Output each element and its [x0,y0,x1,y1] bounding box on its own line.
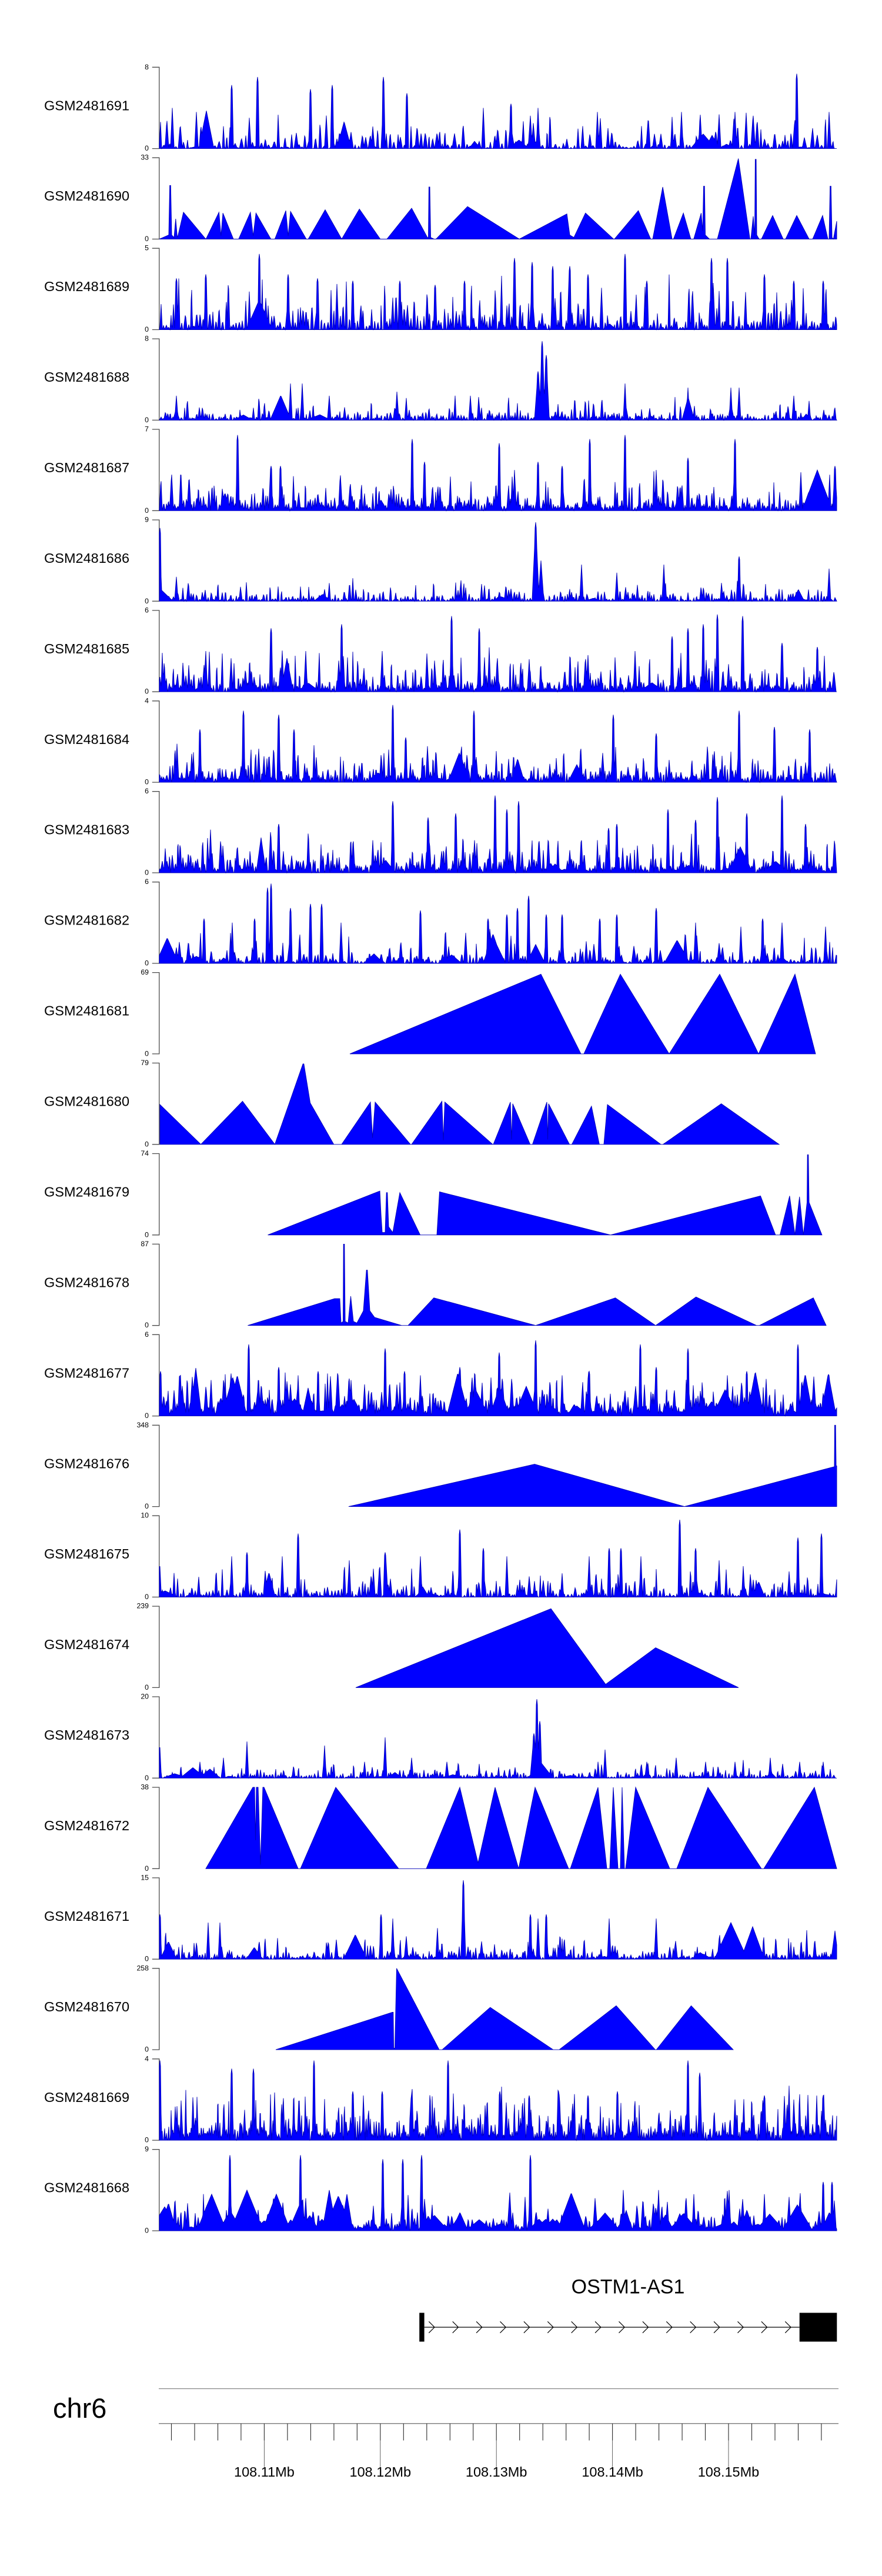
svg-text:0: 0 [145,1502,149,1510]
svg-text:GSM2481672: GSM2481672 [44,1818,129,1833]
svg-text:GSM2481689: GSM2481689 [44,279,129,294]
svg-text:GSM2481683: GSM2481683 [44,822,129,837]
svg-text:GSM2481680: GSM2481680 [44,1094,129,1109]
svg-text:0: 0 [145,1049,149,1057]
svg-text:0: 0 [145,1593,149,1601]
svg-text:4: 4 [145,2054,149,2063]
svg-text:GSM2481669: GSM2481669 [44,2090,129,2105]
svg-text:0: 0 [145,869,149,877]
svg-text:GSM2481681: GSM2481681 [44,1003,129,1019]
svg-text:5: 5 [145,244,149,252]
svg-text:9: 9 [145,2145,149,2153]
svg-text:8: 8 [145,63,149,71]
svg-text:108.11Mb: 108.11Mb [234,2464,295,2480]
svg-text:7: 7 [145,425,149,433]
svg-text:0: 0 [145,778,149,786]
svg-text:6: 6 [145,787,149,795]
svg-text:0: 0 [145,506,149,515]
svg-text:108.15Mb: 108.15Mb [698,2464,760,2480]
svg-text:GSM2481690: GSM2481690 [44,188,129,203]
svg-text:6: 6 [145,606,149,614]
svg-text:0: 0 [145,688,149,696]
svg-text:239: 239 [136,1602,149,1610]
svg-text:0: 0 [145,1955,149,1963]
svg-text:GSM2481684: GSM2481684 [44,732,129,747]
svg-text:0: 0 [145,1321,149,1329]
svg-text:6: 6 [145,1330,149,1339]
svg-text:0: 0 [145,1683,149,1691]
svg-text:GSM2481673: GSM2481673 [44,1727,129,1743]
svg-text:0: 0 [145,2136,149,2144]
svg-text:69: 69 [141,968,149,976]
svg-text:GSM2481675: GSM2481675 [44,1546,129,1561]
svg-text:348: 348 [136,1421,149,1429]
svg-text:0: 0 [145,235,149,243]
svg-text:6: 6 [145,877,149,886]
svg-text:258: 258 [136,1964,149,1972]
svg-text:33: 33 [141,154,149,162]
svg-text:GSM2481682: GSM2481682 [44,913,129,928]
svg-text:GSM2481679: GSM2481679 [44,1184,129,1200]
svg-text:108.14Mb: 108.14Mb [582,2464,643,2480]
svg-text:GSM2481687: GSM2481687 [44,460,129,475]
svg-text:GSM2481668: GSM2481668 [44,2180,129,2195]
svg-text:GSM2481670: GSM2481670 [44,1999,129,2014]
svg-text:87: 87 [141,1240,149,1248]
svg-text:20: 20 [141,1693,149,1701]
svg-text:0: 0 [145,2227,149,2235]
svg-text:0: 0 [145,597,149,605]
svg-text:0: 0 [145,1864,149,1873]
svg-text:GSM2481685: GSM2481685 [44,641,129,656]
svg-text:0: 0 [145,325,149,333]
svg-text:GSM2481677: GSM2481677 [44,1365,129,1380]
svg-text:GSM2481674: GSM2481674 [44,1637,129,1652]
svg-text:15: 15 [141,1873,149,1881]
svg-text:GSM2481688: GSM2481688 [44,369,129,385]
svg-text:0: 0 [145,1412,149,1420]
svg-text:GSM2481691: GSM2481691 [44,98,129,113]
svg-text:0: 0 [145,2046,149,2054]
svg-text:0: 0 [145,1774,149,1782]
svg-text:OSTM1-AS1: OSTM1-AS1 [572,2276,685,2298]
svg-text:0: 0 [145,1140,149,1148]
svg-text:GSM2481676: GSM2481676 [44,1456,129,1471]
svg-text:8: 8 [145,335,149,343]
svg-text:GSM2481678: GSM2481678 [44,1274,129,1290]
svg-text:0: 0 [145,1230,149,1239]
svg-text:38: 38 [141,1783,149,1791]
svg-text:108.12Mb: 108.12Mb [350,2464,412,2480]
svg-text:GSM2481686: GSM2481686 [44,550,129,566]
svg-text:GSM2481671: GSM2481671 [44,1908,129,1924]
svg-text:4: 4 [145,696,149,705]
svg-text:74: 74 [141,1149,149,1157]
svg-text:chr6: chr6 [53,2393,106,2424]
svg-text:0: 0 [145,144,149,152]
svg-text:0: 0 [145,959,149,967]
svg-text:79: 79 [141,1059,149,1067]
svg-text:9: 9 [145,516,149,524]
svg-text:108.13Mb: 108.13Mb [466,2464,527,2480]
svg-text:0: 0 [145,416,149,424]
svg-text:10: 10 [141,1511,149,1520]
